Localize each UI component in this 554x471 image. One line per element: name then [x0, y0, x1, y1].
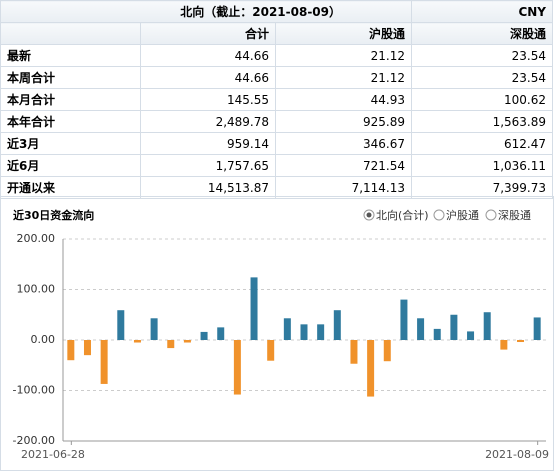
cell-value: 721.54: [274, 154, 413, 177]
row-label: 最新: [0, 44, 141, 67]
x-tick-label: 2021-06-28: [21, 448, 85, 461]
cell-value: 44.66: [140, 66, 276, 89]
chart-panel: 近30日资金流向 北向(合计) 沪股通 深股通 200.00 100.00 0.00 -100…: [0, 196, 554, 471]
bar: [333, 310, 341, 340]
bar: [300, 324, 308, 340]
bar: [217, 327, 225, 340]
bar: [150, 318, 158, 340]
column-header: 沪股通: [274, 22, 413, 45]
table-row: 本年合计 2,489.78 925.89 1,563.89: [0, 110, 553, 133]
bar: [67, 340, 75, 361]
table-row: 近3月 959.14 346.67 612.47: [0, 132, 553, 155]
cell-value: 7,114.13: [274, 176, 413, 199]
bar: [433, 328, 441, 340]
bar: [83, 340, 91, 356]
summary-table: 北向（截止：2021-08-09） CNY 合计 沪股通 深股通 最新 44.66 21.…: [0, 0, 553, 199]
radio-label: 北向(合计): [376, 208, 429, 222]
column-header: 深股通: [411, 22, 553, 45]
column-header: 合计: [140, 22, 276, 45]
bar: [400, 299, 408, 340]
radio-dot: [366, 212, 372, 218]
table-row: 近6月 1,757.65 721.54 1,036.11: [0, 154, 553, 177]
row-label: 本周合计: [0, 66, 141, 89]
chart-title: 近30日资金流向: [13, 208, 94, 222]
bar: [517, 340, 525, 343]
cell-value: 1,036.11: [411, 154, 553, 177]
cell-value: 44.93: [274, 88, 413, 111]
y-tick-label: 100.00: [17, 283, 56, 296]
y-tick-label: -200.00: [13, 434, 55, 447]
cell-value: 7,399.73: [411, 176, 553, 199]
bar: [250, 277, 258, 340]
cell-value: 346.67: [274, 132, 413, 155]
bar: [533, 317, 541, 340]
chart: 近30日资金流向 北向(合计) 沪股通 深股通 200.00 100.00 0.00 -100…: [13, 208, 549, 461]
bar: [383, 340, 391, 362]
cell-value: 1,757.65: [140, 154, 276, 177]
radio-label: 沪股通: [446, 208, 479, 222]
bar: [450, 314, 458, 340]
bar: [483, 312, 491, 340]
cell-value: 612.47: [411, 132, 553, 155]
x-tick-label: 2021-08-09: [485, 448, 549, 461]
cell-value: 959.14: [140, 132, 276, 155]
bar: [183, 340, 191, 343]
cell-value: 44.66: [140, 44, 276, 67]
cell-value: 145.55: [140, 88, 276, 111]
currency: CNY: [411, 0, 553, 23]
table-row: 本月合计 145.55 44.93 100.62: [0, 88, 553, 111]
corner: [0, 22, 141, 45]
table-title: 北向（截止：2021-08-09）: [0, 0, 413, 23]
cell-value: 23.54: [411, 66, 553, 89]
cell-value: 2,489.78: [140, 110, 276, 133]
row-label: 本年合计: [0, 110, 141, 133]
cell-value: 925.89: [274, 110, 413, 133]
bar: [367, 340, 375, 397]
radio: [433, 209, 445, 221]
bar: [167, 340, 175, 349]
row-label: 开通以来: [0, 176, 141, 199]
bar: [267, 340, 275, 361]
cell-value: 21.12: [274, 44, 413, 67]
row-label: 本月合计: [0, 88, 141, 111]
y-tick-label: 200.00: [17, 232, 56, 245]
bar: [317, 324, 325, 340]
radio: [485, 209, 497, 221]
cell-value: 21.12: [274, 66, 413, 89]
row-label: 近6月: [0, 154, 141, 177]
bar: [117, 310, 125, 340]
bar: [233, 340, 241, 395]
cell-value: 23.54: [411, 44, 553, 67]
bar: [500, 340, 508, 350]
bar: [467, 331, 475, 340]
bar: [350, 340, 358, 364]
cell-value: 1,563.89: [411, 110, 553, 133]
cell-value: 100.62: [411, 88, 553, 111]
bar: [417, 318, 425, 340]
radio-label: 深股通: [498, 209, 531, 222]
y-tick-label: -100.00: [13, 384, 55, 397]
row-label: 近3月: [0, 132, 141, 155]
bar: [283, 318, 291, 340]
bar: [133, 340, 141, 343]
table-row: 开通以来 14,513.87 7,114.13 7,399.73: [0, 176, 553, 199]
table-row: 最新 44.66 21.12 23.54: [0, 44, 553, 67]
bar: [100, 340, 108, 384]
table-row: 本周合计 44.66 21.12 23.54: [0, 66, 553, 89]
y-tick-label: 0.00: [31, 333, 56, 346]
bar: [200, 331, 208, 340]
